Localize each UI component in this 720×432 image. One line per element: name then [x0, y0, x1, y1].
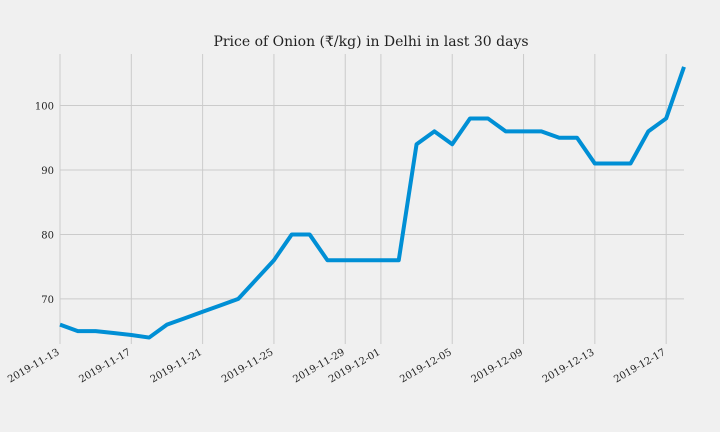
x-tick-label: 2019-12-17: [612, 347, 667, 385]
y-tick-label: 80: [41, 230, 54, 241]
price-series-line: [59, 66, 686, 340]
x-axis-ticks: 2019-11-13 2019-11-17 2019-11-21 2019-11-25…: [6, 347, 668, 385]
x-tick-label: 2019-12-09: [470, 347, 525, 385]
chart-title: Price of Onion (₹/kg) in Delhi in last 3…: [213, 34, 528, 50]
grid-layer: [59, 54, 684, 344]
series-layer: [59, 66, 686, 340]
x-tick-label: 2019-11-21: [149, 347, 204, 385]
y-axis-ticks: 70 80 90 100: [35, 102, 54, 306]
y-tick-label: 70: [41, 295, 54, 306]
y-tick-label: 100: [35, 102, 54, 113]
x-tick-label: 2019-11-25: [220, 347, 275, 385]
x-tick-label: 2019-11-13: [6, 347, 61, 385]
x-tick-label: 2019-12-05: [398, 347, 453, 385]
x-tick-label: 2019-11-17: [77, 347, 132, 385]
y-tick-label: 90: [41, 166, 54, 177]
x-tick-label: 2019-12-13: [541, 347, 596, 385]
